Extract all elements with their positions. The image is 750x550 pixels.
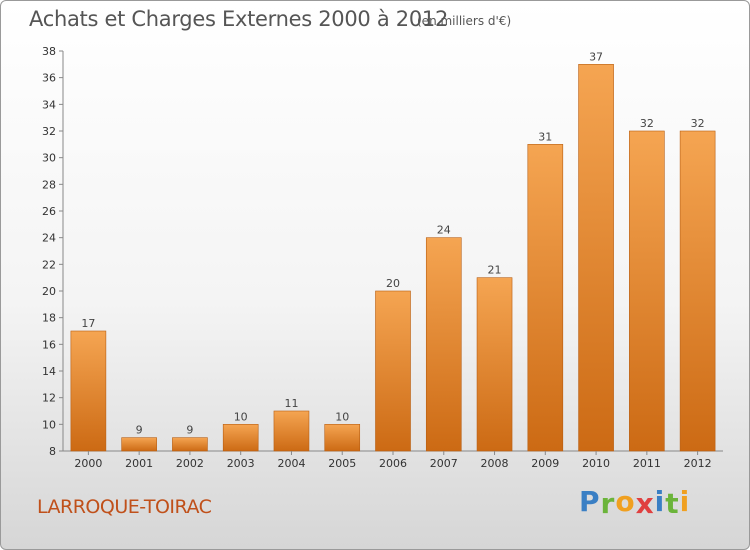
chart-subtitle: (en milliers d'€)	[417, 14, 512, 28]
data-label: 32	[691, 117, 705, 130]
bar	[629, 130, 665, 452]
logo-letter: t	[665, 487, 680, 520]
data-label: 24	[437, 224, 451, 237]
bar	[222, 424, 259, 452]
y-tick-label: 38	[42, 45, 56, 58]
bar	[425, 237, 462, 452]
bar	[679, 130, 716, 452]
x-tick-label: 2008	[481, 457, 509, 470]
x-tick-label: 2012	[684, 457, 712, 470]
logo-letter: x	[635, 487, 655, 520]
x-tick-label: 2003	[227, 457, 255, 470]
bar	[324, 424, 361, 452]
location-label: LARROQUE-TOIRAC	[37, 496, 212, 518]
data-label: 10	[335, 410, 349, 423]
proxiti-logo[interactable]: Proxiti	[579, 485, 691, 520]
x-tick-label: 2006	[379, 457, 407, 470]
y-tick-label: 12	[42, 392, 56, 405]
bar	[273, 410, 310, 452]
y-tick-label: 32	[42, 125, 56, 138]
logo-letter: P	[579, 485, 601, 518]
logo-letter: i	[654, 485, 666, 518]
bar	[375, 290, 411, 452]
chart-title: Achats et Charges Externes 2000 à 2012	[29, 7, 449, 31]
y-tick-label: 16	[42, 338, 56, 351]
bar	[121, 437, 157, 452]
logo-letter: i	[679, 485, 691, 518]
x-tick-label: 2010	[582, 457, 610, 470]
x-tick-label: 2011	[633, 457, 661, 470]
x-tick-label: 2004	[277, 457, 305, 470]
data-label: 9	[136, 424, 143, 437]
data-label: 20	[386, 277, 400, 290]
bar	[172, 437, 208, 452]
x-tick-label: 2005	[328, 457, 356, 470]
x-tick-label: 2001	[125, 457, 153, 470]
bar	[476, 277, 513, 452]
bar	[527, 144, 564, 452]
y-tick-label: 26	[42, 205, 56, 218]
y-tick-label: 28	[42, 178, 56, 191]
data-label: 11	[284, 397, 298, 410]
y-tick-label: 8	[49, 445, 56, 458]
logo-letter: r	[600, 487, 616, 520]
y-tick-label: 20	[42, 285, 56, 298]
bar	[70, 330, 107, 452]
logo-letter: o	[615, 485, 636, 518]
x-tick-label: 2009	[531, 457, 559, 470]
y-tick-label: 18	[42, 312, 56, 325]
y-tick-label: 10	[42, 418, 56, 431]
x-tick-label: 2000	[74, 457, 102, 470]
y-tick-label: 34	[42, 98, 56, 111]
x-tick-label: 2007	[430, 457, 458, 470]
x-tick-label: 2002	[176, 457, 204, 470]
data-label: 17	[81, 317, 95, 330]
bar	[578, 64, 614, 452]
y-tick-label: 30	[42, 152, 56, 165]
y-tick-label: 36	[42, 72, 56, 85]
y-tick-label: 14	[42, 365, 56, 378]
data-label: 10	[234, 410, 248, 423]
data-label: 32	[640, 117, 654, 130]
data-label: 37	[589, 50, 603, 63]
data-label: 21	[488, 264, 502, 277]
y-tick-label: 22	[42, 258, 56, 271]
data-label: 31	[538, 130, 552, 143]
data-label: 9	[186, 424, 193, 437]
y-tick-label: 24	[42, 232, 56, 245]
